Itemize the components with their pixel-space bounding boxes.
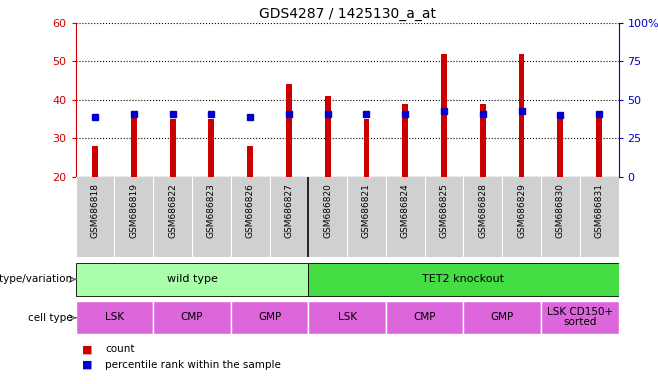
Text: GSM686831: GSM686831 xyxy=(595,183,603,238)
Text: GSM686824: GSM686824 xyxy=(401,183,410,238)
Text: CMP: CMP xyxy=(413,312,436,322)
Bar xyxy=(557,119,563,177)
Text: GMP: GMP xyxy=(491,312,514,322)
Bar xyxy=(153,301,231,334)
Bar xyxy=(463,301,541,334)
Text: count: count xyxy=(105,344,135,354)
Bar xyxy=(309,263,619,296)
Text: LSK: LSK xyxy=(338,312,357,322)
Bar xyxy=(541,301,619,334)
Text: LSK: LSK xyxy=(105,312,124,322)
Text: ■: ■ xyxy=(82,344,93,354)
Text: GSM686822: GSM686822 xyxy=(168,183,177,238)
Title: GDS4287 / 1425130_a_at: GDS4287 / 1425130_a_at xyxy=(259,7,436,21)
Text: GSM686821: GSM686821 xyxy=(362,183,371,238)
Bar xyxy=(209,119,215,177)
Text: GSM686820: GSM686820 xyxy=(323,183,332,238)
Bar xyxy=(364,119,369,177)
Text: GSM686830: GSM686830 xyxy=(556,183,565,238)
Bar xyxy=(596,115,602,177)
Bar xyxy=(231,301,309,334)
Bar xyxy=(325,96,330,177)
Bar xyxy=(386,301,463,334)
Bar xyxy=(402,104,408,177)
Text: GSM686819: GSM686819 xyxy=(130,183,138,238)
Text: TET2 knockout: TET2 knockout xyxy=(422,274,505,284)
Text: CMP: CMP xyxy=(181,312,203,322)
Bar xyxy=(519,54,524,177)
Text: wild type: wild type xyxy=(166,274,217,284)
Text: genotype/variation: genotype/variation xyxy=(0,274,72,285)
Text: ■: ■ xyxy=(82,360,93,370)
Text: GSM686828: GSM686828 xyxy=(478,183,488,238)
Text: cell type: cell type xyxy=(28,313,72,323)
Bar xyxy=(286,84,292,177)
Text: GSM686823: GSM686823 xyxy=(207,183,216,238)
Bar xyxy=(441,54,447,177)
Text: GSM686825: GSM686825 xyxy=(440,183,449,238)
Bar xyxy=(170,119,176,177)
Text: GSM686826: GSM686826 xyxy=(245,183,255,238)
Text: percentile rank within the sample: percentile rank within the sample xyxy=(105,360,281,370)
Bar xyxy=(76,301,153,334)
Text: GMP: GMP xyxy=(258,312,281,322)
Bar xyxy=(309,301,386,334)
Bar xyxy=(92,146,98,177)
Text: GSM686827: GSM686827 xyxy=(284,183,293,238)
Bar xyxy=(247,146,253,177)
Bar xyxy=(131,115,137,177)
Bar xyxy=(76,263,309,296)
Text: GSM686818: GSM686818 xyxy=(91,183,99,238)
Text: GSM686829: GSM686829 xyxy=(517,183,526,238)
Bar xyxy=(480,104,486,177)
Text: LSK CD150+
sorted: LSK CD150+ sorted xyxy=(547,307,613,328)
